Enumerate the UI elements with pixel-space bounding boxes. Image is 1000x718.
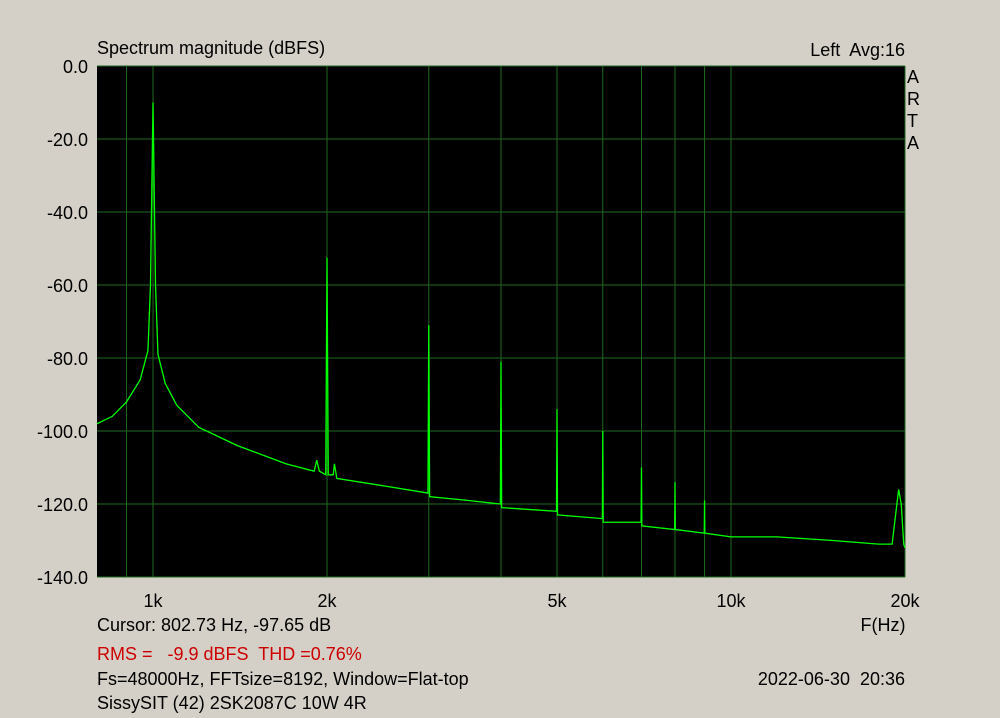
channel-info: Left Avg:16 bbox=[810, 40, 905, 60]
y-tick-label: -80.0 bbox=[47, 349, 88, 369]
rms-thd: RMS = -9.9 dBFS THD =0.76% bbox=[97, 644, 362, 664]
y-tick-label: -100.0 bbox=[37, 422, 88, 442]
y-tick-label: -60.0 bbox=[47, 276, 88, 296]
y-tick-label: -20.0 bbox=[47, 130, 88, 150]
y-tick-label: -120.0 bbox=[37, 495, 88, 515]
spectrum-line bbox=[96, 102, 906, 549]
device-info: SissySIT (42) 2SK2087C 10W 4R bbox=[97, 693, 367, 713]
settings-info: Fs=48000Hz, FFTsize=8192, Window=Flat-to… bbox=[97, 669, 469, 689]
cursor-readout: Cursor: 802.73 Hz, -97.65 dB bbox=[97, 615, 331, 635]
x-tick-label: 10k bbox=[716, 591, 746, 611]
x-tick-label: 5k bbox=[548, 591, 568, 611]
y-tick-label: -140.0 bbox=[37, 568, 88, 588]
side-label: ARTA bbox=[907, 67, 920, 153]
x-tick-label: 2k bbox=[317, 591, 337, 611]
x-axis-label: F(Hz) bbox=[861, 615, 906, 635]
y-tick-label: 0.0 bbox=[63, 57, 88, 77]
x-tick-label: 20k bbox=[890, 591, 920, 611]
chart-title: Spectrum magnitude (dBFS) bbox=[97, 38, 325, 58]
y-tick-label: -40.0 bbox=[47, 203, 88, 223]
timestamp: 2022-06-30 20:36 bbox=[758, 669, 905, 689]
x-tick-label: 1k bbox=[144, 591, 164, 611]
